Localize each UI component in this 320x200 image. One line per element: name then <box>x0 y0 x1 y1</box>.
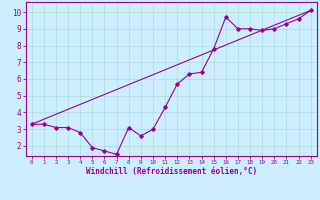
X-axis label: Windchill (Refroidissement éolien,°C): Windchill (Refroidissement éolien,°C) <box>86 167 257 176</box>
